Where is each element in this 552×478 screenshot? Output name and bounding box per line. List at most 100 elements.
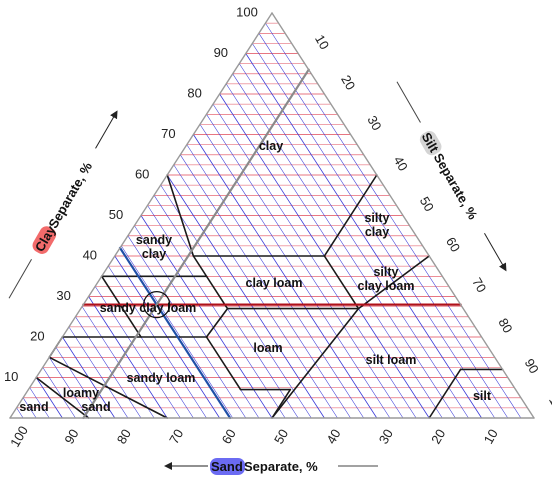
sand-axis-title-text: Separate, % xyxy=(244,459,318,474)
sand-gridline xyxy=(212,103,417,419)
frame-right-edge xyxy=(271,12,535,419)
clay-tick-label: 40 xyxy=(83,247,97,262)
silt-tick-label: 80 xyxy=(495,315,515,335)
zone-label-clay-loam: clay loam xyxy=(246,276,303,290)
sand-gridline xyxy=(186,144,364,419)
sand-tick-label: 70 xyxy=(166,426,186,446)
clay-axis-tail-line xyxy=(8,259,32,299)
class-boundary xyxy=(357,255,431,310)
silt-axis-title-text: Separate, % xyxy=(431,151,481,223)
sand-gridlines xyxy=(16,22,522,419)
sand-gridline xyxy=(94,286,181,419)
sand-gridline xyxy=(192,134,378,419)
example-point-marker xyxy=(143,290,171,319)
zone-label-silty-clay-2: clay xyxy=(365,225,389,239)
sand-gridline xyxy=(225,83,443,419)
texture-class-labels: clay sandy clay silty clay clay loam sil… xyxy=(19,139,491,414)
clay-tick-label: 100 xyxy=(236,4,258,19)
silt-tick-label: 50 xyxy=(417,194,437,214)
sand-tick-label: 60 xyxy=(219,426,239,446)
class-boundary xyxy=(166,174,195,257)
silt-highlight xyxy=(419,131,442,156)
class-boundary xyxy=(271,307,360,419)
silt-tick-label: 60 xyxy=(443,234,463,254)
clay-tick-label: 50 xyxy=(109,207,123,222)
sand-gridline xyxy=(206,114,404,419)
sand-tick-label: 10 xyxy=(481,426,501,446)
zone-label-silty-clay-loam-2: clay loam xyxy=(358,279,415,293)
zone-label-loamy-sand-1: loamy xyxy=(63,386,99,400)
sand-gridline xyxy=(68,326,129,419)
sand-gridline xyxy=(252,43,495,419)
tick-labels: 1020304050607080901001020304050607080901… xyxy=(4,4,552,449)
class-boundary xyxy=(192,255,226,306)
clay-highlight xyxy=(32,226,57,254)
sand-highlight xyxy=(210,458,245,475)
clay-tick-label: 10 xyxy=(4,369,18,384)
sand-gridline xyxy=(55,346,102,419)
class-boundary xyxy=(323,174,378,257)
silt-axis-arrow xyxy=(484,233,507,272)
zone-label-silt-loam: silt loam xyxy=(366,353,417,367)
texture-class-boundaries xyxy=(35,174,504,419)
silt-guide-line xyxy=(82,68,310,420)
clay-axis-title: Clay Separate, % xyxy=(8,110,118,299)
sand-axis-highlight-word: Sand xyxy=(211,459,243,474)
sand-gridline xyxy=(166,174,325,419)
sand-gridline xyxy=(245,53,483,419)
sand-tick-label: 50 xyxy=(271,426,291,446)
sand-gridline xyxy=(258,33,509,419)
clay-tick-label: 80 xyxy=(187,85,201,100)
sand-guide-line xyxy=(118,246,232,420)
sand-gridline xyxy=(108,265,207,419)
sand-gridline xyxy=(35,377,63,419)
sand-gridline xyxy=(121,245,233,419)
zone-label-sand: sand xyxy=(19,400,48,414)
sand-gridline xyxy=(81,306,155,419)
clay-tick-label: 70 xyxy=(161,126,175,141)
sand-gridline xyxy=(160,184,312,419)
frame-left-edge xyxy=(9,12,273,419)
sand-gridline xyxy=(140,215,273,419)
silt-tick-label: 20 xyxy=(338,72,358,92)
sand-gridline xyxy=(29,387,50,419)
zone-label-sandy-loam: sandy loam xyxy=(127,371,196,385)
zone-label-silty-clay-1: silty xyxy=(364,211,389,225)
silt-tick-label: 40 xyxy=(391,153,411,173)
sand-gridline xyxy=(265,22,522,419)
clay-tick-label: 60 xyxy=(135,166,149,181)
silt-tick-label: 10 xyxy=(312,32,332,52)
silt-tick-label: 100 xyxy=(546,393,552,419)
sand-tick-label: 100 xyxy=(7,423,31,449)
triangle-frame xyxy=(9,12,535,419)
sand-gridline xyxy=(127,235,247,419)
silt-axis-tail-line xyxy=(396,81,421,123)
class-boundary xyxy=(205,307,229,338)
zone-label-sandy-clay-2: clay xyxy=(142,247,166,261)
zone-label-loam: loam xyxy=(253,341,282,355)
zone-label-loamy-sand-2: sand xyxy=(81,400,110,414)
zone-label-sandy-clay-1: sandy xyxy=(136,233,172,247)
silt-tick-label: 70 xyxy=(469,275,489,295)
sand-gridline xyxy=(42,367,76,419)
clay-tick-label: 30 xyxy=(56,288,70,303)
sand-tick-label: 30 xyxy=(376,426,396,446)
class-boundary xyxy=(35,376,90,419)
class-boundary xyxy=(323,255,360,310)
zone-label-silty-clay-loam-1: silty xyxy=(373,265,398,279)
sand-axis-title: Sand Separate, % xyxy=(164,458,378,475)
zone-label-sandy-clay-loam: sandy clay loam xyxy=(100,301,197,315)
sand-gridline xyxy=(199,124,391,419)
example-guide-lines xyxy=(82,68,462,420)
sand-gridline xyxy=(180,154,351,419)
sand-gridline xyxy=(173,164,338,419)
sand-gridline xyxy=(147,205,286,419)
sand-tick-label: 80 xyxy=(114,426,134,446)
clay-axis-title-text: Separate, % xyxy=(45,159,95,231)
clay-axis-arrow xyxy=(95,110,118,149)
silt-tick-label: 90 xyxy=(522,356,542,376)
silt-tick-label: 30 xyxy=(364,113,384,133)
sand-gridline xyxy=(88,296,168,419)
sand-gridline xyxy=(49,357,89,419)
